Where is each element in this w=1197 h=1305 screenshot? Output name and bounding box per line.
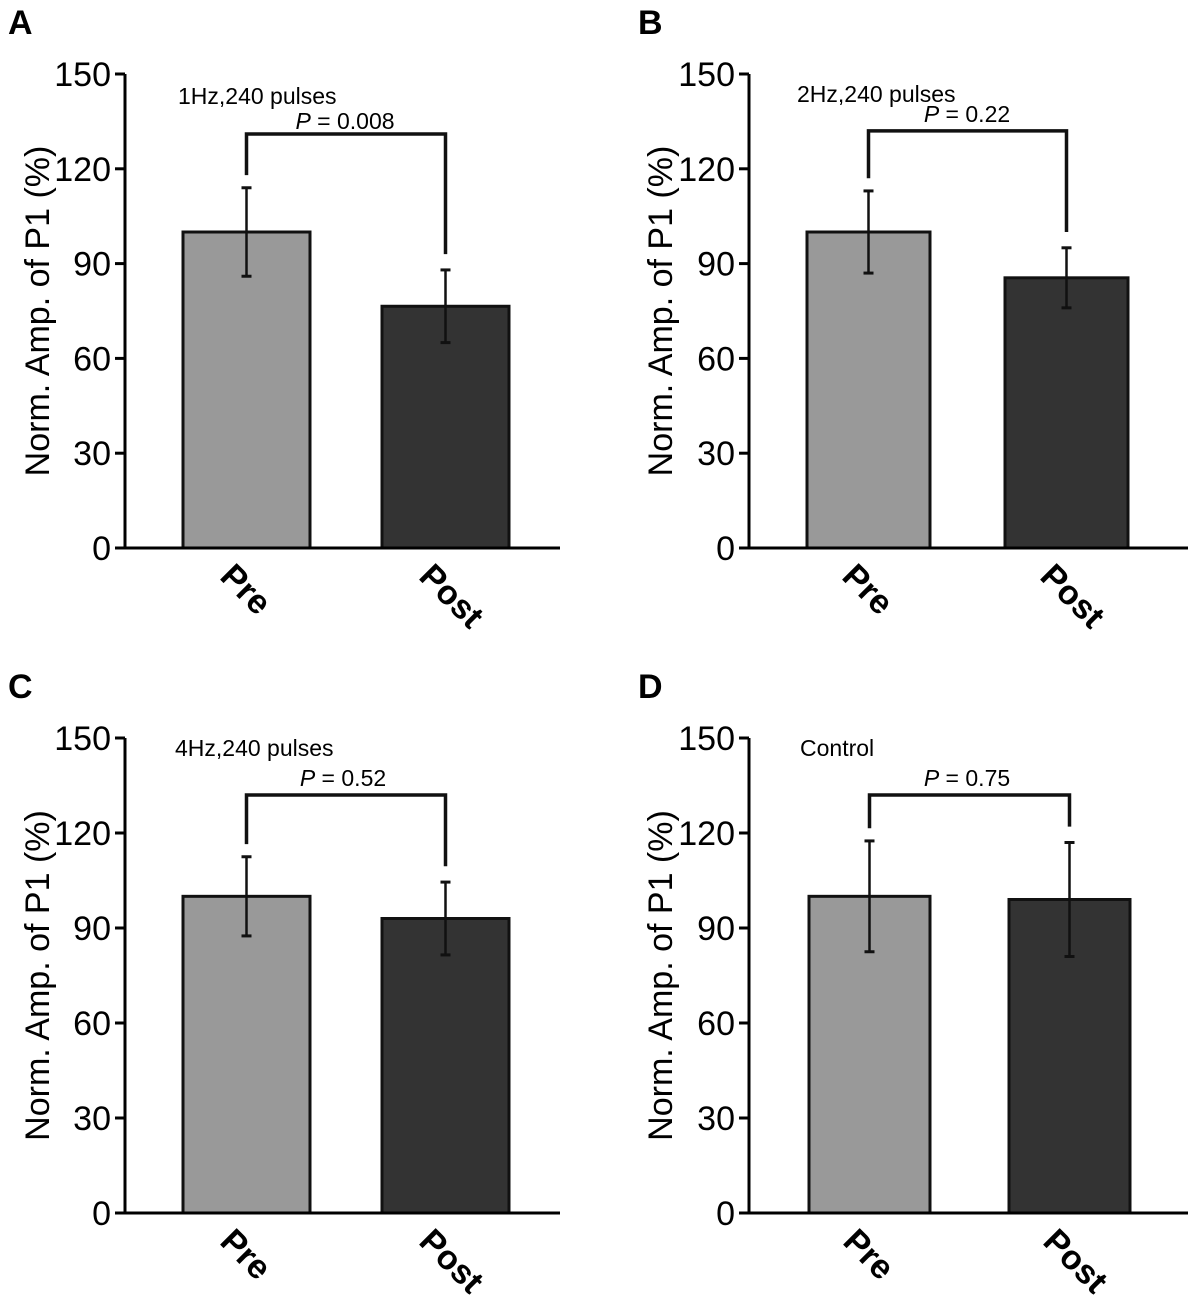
panel-label: A <box>8 4 33 42</box>
y-tick-label: 120 <box>678 815 735 853</box>
p-value-label: P = 0.008 <box>295 108 394 134</box>
p-symbol: P <box>300 765 316 791</box>
y-tick-label: 90 <box>697 910 735 948</box>
x-tick-label-post: Post <box>412 1222 491 1300</box>
x-tick-label-pre: Pre <box>213 557 279 623</box>
p-value-label: P = 0.75 <box>924 765 1010 791</box>
y-tick-label: 60 <box>73 1005 111 1043</box>
chart-title: Control <box>800 735 874 761</box>
p-value-label: P = 0.22 <box>924 101 1010 127</box>
y-axis-label: Norm. Amp. of P1 (%) <box>19 146 57 477</box>
panel-label: B <box>638 4 663 42</box>
x-tick-label-post: Post <box>412 557 491 636</box>
y-tick-label: 90 <box>73 246 111 284</box>
chart-title: 2Hz,240 pulses <box>797 81 956 107</box>
bar-post <box>380 304 511 550</box>
significance-bracket <box>244 793 448 867</box>
y-tick-label: 30 <box>697 1100 735 1138</box>
chart-panel-c: C Norm. Amp. of P1 (%) Pre Post 0 30 60 90 120 15… <box>8 668 560 1301</box>
chart-title: 4Hz,240 pulses <box>175 735 334 761</box>
y-tick-label: 0 <box>716 1195 735 1233</box>
y-tick-label: 120 <box>54 815 111 853</box>
bar-pre <box>181 894 312 1215</box>
bar-post <box>380 917 511 1215</box>
y-tick-label: 30 <box>697 435 735 473</box>
chart-panel-b: B Norm. Amp. of P1 (%) Pre Post 0 30 60 90 120 15… <box>638 4 1188 636</box>
p-symbol: P <box>924 765 940 791</box>
y-tick-label: 150 <box>54 56 111 94</box>
y-tick-label: 90 <box>697 246 735 284</box>
p-value: = 0.52 <box>315 765 386 791</box>
x-tick-label-post: Post <box>1033 557 1112 636</box>
y-tick-label: 0 <box>716 530 735 568</box>
significance-bracket <box>867 793 1072 829</box>
y-tick-label: 30 <box>73 435 111 473</box>
y-axis-label: Norm. Amp. of P1 (%) <box>19 810 57 1141</box>
y-tick-label: 90 <box>73 910 111 948</box>
y-tick-label: 150 <box>678 720 735 758</box>
panel-label: C <box>8 668 33 706</box>
p-value: = 0.75 <box>939 765 1010 791</box>
y-tick-label: 0 <box>92 530 111 568</box>
chart-panel-d: D Norm. Amp. of P1 (%) Pre Post 0 30 60 90 120 15… <box>638 668 1188 1301</box>
x-tick-label-post: Post <box>1036 1222 1115 1300</box>
y-axis-label: Norm. Amp. of P1 (%) <box>642 146 680 477</box>
panel-label: D <box>638 668 663 706</box>
y-axis-label: Norm. Amp. of P1 (%) <box>642 810 680 1141</box>
p-symbol: P <box>924 101 940 127</box>
significance-bracket <box>866 129 1069 232</box>
p-value: = 0.008 <box>311 108 395 134</box>
x-tick-label-pre: Pre <box>213 1222 279 1288</box>
y-tick-label: 30 <box>73 1100 111 1138</box>
x-tick-label-pre: Pre <box>836 1222 902 1288</box>
significance-bracket <box>244 132 448 255</box>
chart-title: 1Hz,240 pulses <box>178 83 337 109</box>
y-tick-label: 60 <box>73 340 111 378</box>
chart-panel-a: A Norm. Amp. of P1 (%) Pre Post 0 30 60 90 120 15… <box>8 4 560 636</box>
y-tick-label: 120 <box>54 151 111 189</box>
y-tick-label: 120 <box>678 151 735 189</box>
y-tick-label: 0 <box>92 1195 111 1233</box>
p-value: = 0.22 <box>939 101 1010 127</box>
y-tick-label: 60 <box>697 1005 735 1043</box>
p-symbol: P <box>295 108 311 134</box>
bar-pre <box>181 230 312 550</box>
y-tick-label: 150 <box>678 56 735 94</box>
bar-pre <box>805 230 932 550</box>
bar-post <box>1003 276 1130 550</box>
y-tick-label: 60 <box>697 340 735 378</box>
x-tick-label-pre: Pre <box>835 557 901 623</box>
y-tick-label: 150 <box>54 720 111 758</box>
p-value-label: P = 0.52 <box>300 765 386 791</box>
